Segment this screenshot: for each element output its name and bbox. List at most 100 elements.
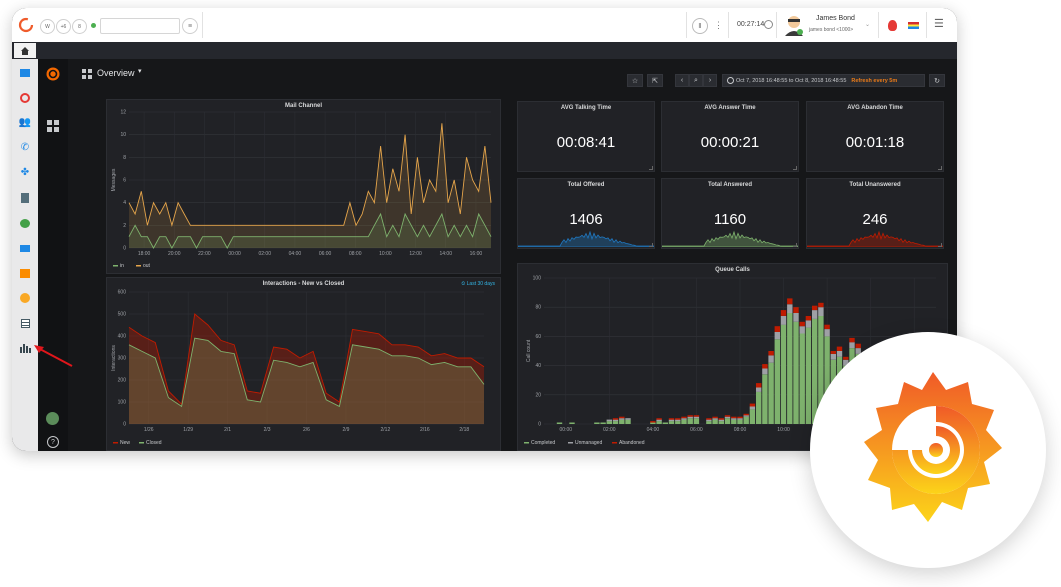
nav-notes-icon[interactable] <box>19 267 31 279</box>
grafana-logo-icon[interactable] <box>45 66 61 82</box>
menu-icon[interactable]: ☰ <box>934 18 944 30</box>
bar-completed <box>662 422 668 424</box>
bar-completed <box>756 391 762 424</box>
chevron-down-icon[interactable]: ⌄ <box>865 22 871 28</box>
bar-abandoned <box>843 356 849 360</box>
zoom-forward-button[interactable]: › <box>703 74 717 87</box>
stat-value: 1160 <box>713 211 747 228</box>
small-button-3[interactable]: 8 <box>72 19 87 34</box>
avatar[interactable] <box>784 14 804 36</box>
bar-abandoned <box>824 324 830 330</box>
bar-completed <box>706 421 712 424</box>
bar-unmanaged <box>743 415 749 417</box>
nav-dashboard-icon[interactable] <box>19 67 31 79</box>
bar-unmanaged <box>693 416 700 419</box>
resize-corner-icon[interactable] <box>938 243 942 247</box>
pause-button[interactable]: Ⅱ <box>692 18 708 34</box>
small-button-1[interactable]: W <box>40 19 55 34</box>
bar-unmanaged <box>756 387 762 392</box>
bar-abandoned <box>687 415 693 417</box>
resize-corner-icon[interactable] <box>649 166 653 170</box>
stat-panel-1: AVG Talking Time 00:08:41 <box>517 101 655 172</box>
legend-entry[interactable]: in <box>120 263 124 269</box>
y-axis-label: Call count <box>526 339 532 362</box>
x-tick-label: 02:00 <box>603 427 616 433</box>
nav-sync-icon[interactable] <box>19 292 31 304</box>
dashboard-title-caret-icon[interactable]: ▾ <box>138 68 142 75</box>
call-timer: 00:27:14 <box>737 21 765 28</box>
bar-unmanaged <box>780 316 787 325</box>
x-tick-label: 2/3 <box>264 427 271 433</box>
zoom-out-button[interactable]: ⌕ <box>689 74 703 87</box>
legend-entry[interactable]: New <box>120 440 130 446</box>
bar-unmanaged <box>681 418 687 420</box>
help-icon[interactable]: ? <box>47 436 59 448</box>
annotation-arrow <box>34 345 73 367</box>
bar-abandoned <box>675 418 681 420</box>
bar-unmanaged <box>793 313 799 322</box>
dashboards-icon[interactable] <box>47 120 59 132</box>
y-tick-label: 10 <box>120 132 126 138</box>
user-profile-icon[interactable] <box>46 412 59 425</box>
nav-chat-icon[interactable] <box>19 217 31 229</box>
nav-support-icon[interactable] <box>19 92 31 104</box>
bar-unmanaged <box>619 418 625 420</box>
resize-corner-icon[interactable] <box>793 166 797 170</box>
stat-sparkline <box>518 230 654 247</box>
bar-completed <box>724 418 731 424</box>
dial-input[interactable] <box>100 18 180 34</box>
nav-reports-icon[interactable] <box>19 342 31 354</box>
bar-completed <box>569 422 575 424</box>
resize-corner-icon[interactable] <box>938 166 942 170</box>
star-button[interactable]: ☆ <box>627 74 643 87</box>
bar-unmanaged <box>768 355 774 363</box>
bar-abandoned <box>812 305 818 311</box>
nav-phone-icon[interactable]: ✆ <box>20 142 30 153</box>
home-tab[interactable] <box>14 43 36 58</box>
nav-network-icon[interactable]: ✤ <box>20 167 30 178</box>
grafana-big-logo-icon <box>864 372 1002 522</box>
nav-mail-icon[interactable] <box>19 242 31 254</box>
bar-abandoned <box>749 403 756 407</box>
y-tick-label: 80 <box>535 305 541 311</box>
stat-value: 246 <box>862 211 888 228</box>
app-logo-icon <box>18 17 34 33</box>
queue-calls-title: Queue Calls <box>715 267 750 273</box>
nav-users-icon[interactable]: 👥 <box>18 117 32 128</box>
bar-unmanaged <box>625 418 631 420</box>
small-button-2[interactable]: +6 <box>56 19 71 34</box>
bar-unmanaged <box>737 418 743 420</box>
time-picker-button[interactable]: Oct 7, 2018 16:48:55 to Oct 8, 2018 16:4… <box>722 74 925 87</box>
refresh-button[interactable]: ↻ <box>929 74 945 87</box>
bar-completed <box>749 409 756 424</box>
zoom-back-button[interactable]: ‹ <box>675 74 689 87</box>
nav-clipboard-icon[interactable] <box>19 192 31 204</box>
dashboard-title[interactable]: Overview <box>97 68 135 78</box>
bar-unmanaged <box>712 418 718 420</box>
more-vert-icon[interactable]: ⋮ <box>714 20 723 30</box>
stat-title: Total Unanswered <box>849 182 901 188</box>
bar-completed <box>668 421 675 424</box>
legend-entry[interactable]: Unmanaged <box>575 440 602 446</box>
resize-corner-icon[interactable] <box>649 243 653 247</box>
bar-completed <box>656 421 662 424</box>
legend-entry[interactable]: Closed <box>146 440 162 446</box>
bar-abandoned <box>762 364 768 369</box>
legend-entry[interactable]: out <box>143 263 151 269</box>
flame-icon[interactable] <box>888 20 897 31</box>
clock-icon <box>727 77 734 84</box>
bar-completed <box>799 333 805 424</box>
bar-unmanaged <box>731 418 737 420</box>
legend-entry[interactable]: Completed <box>531 440 555 446</box>
bar-abandoned <box>668 418 675 420</box>
x-tick-label: 2/12 <box>381 427 391 433</box>
dialpad-button[interactable]: ≡ <box>182 18 198 34</box>
legend-entry[interactable]: Abandoned <box>619 440 645 446</box>
share-button[interactable]: ⇱ <box>647 74 663 87</box>
nav-table-icon[interactable] <box>19 317 31 329</box>
bar-abandoned <box>787 298 793 305</box>
resize-corner-icon[interactable] <box>793 243 797 247</box>
flag-icon[interactable] <box>908 22 919 29</box>
series-line-out <box>128 123 492 228</box>
bar-abandoned <box>768 351 774 356</box>
